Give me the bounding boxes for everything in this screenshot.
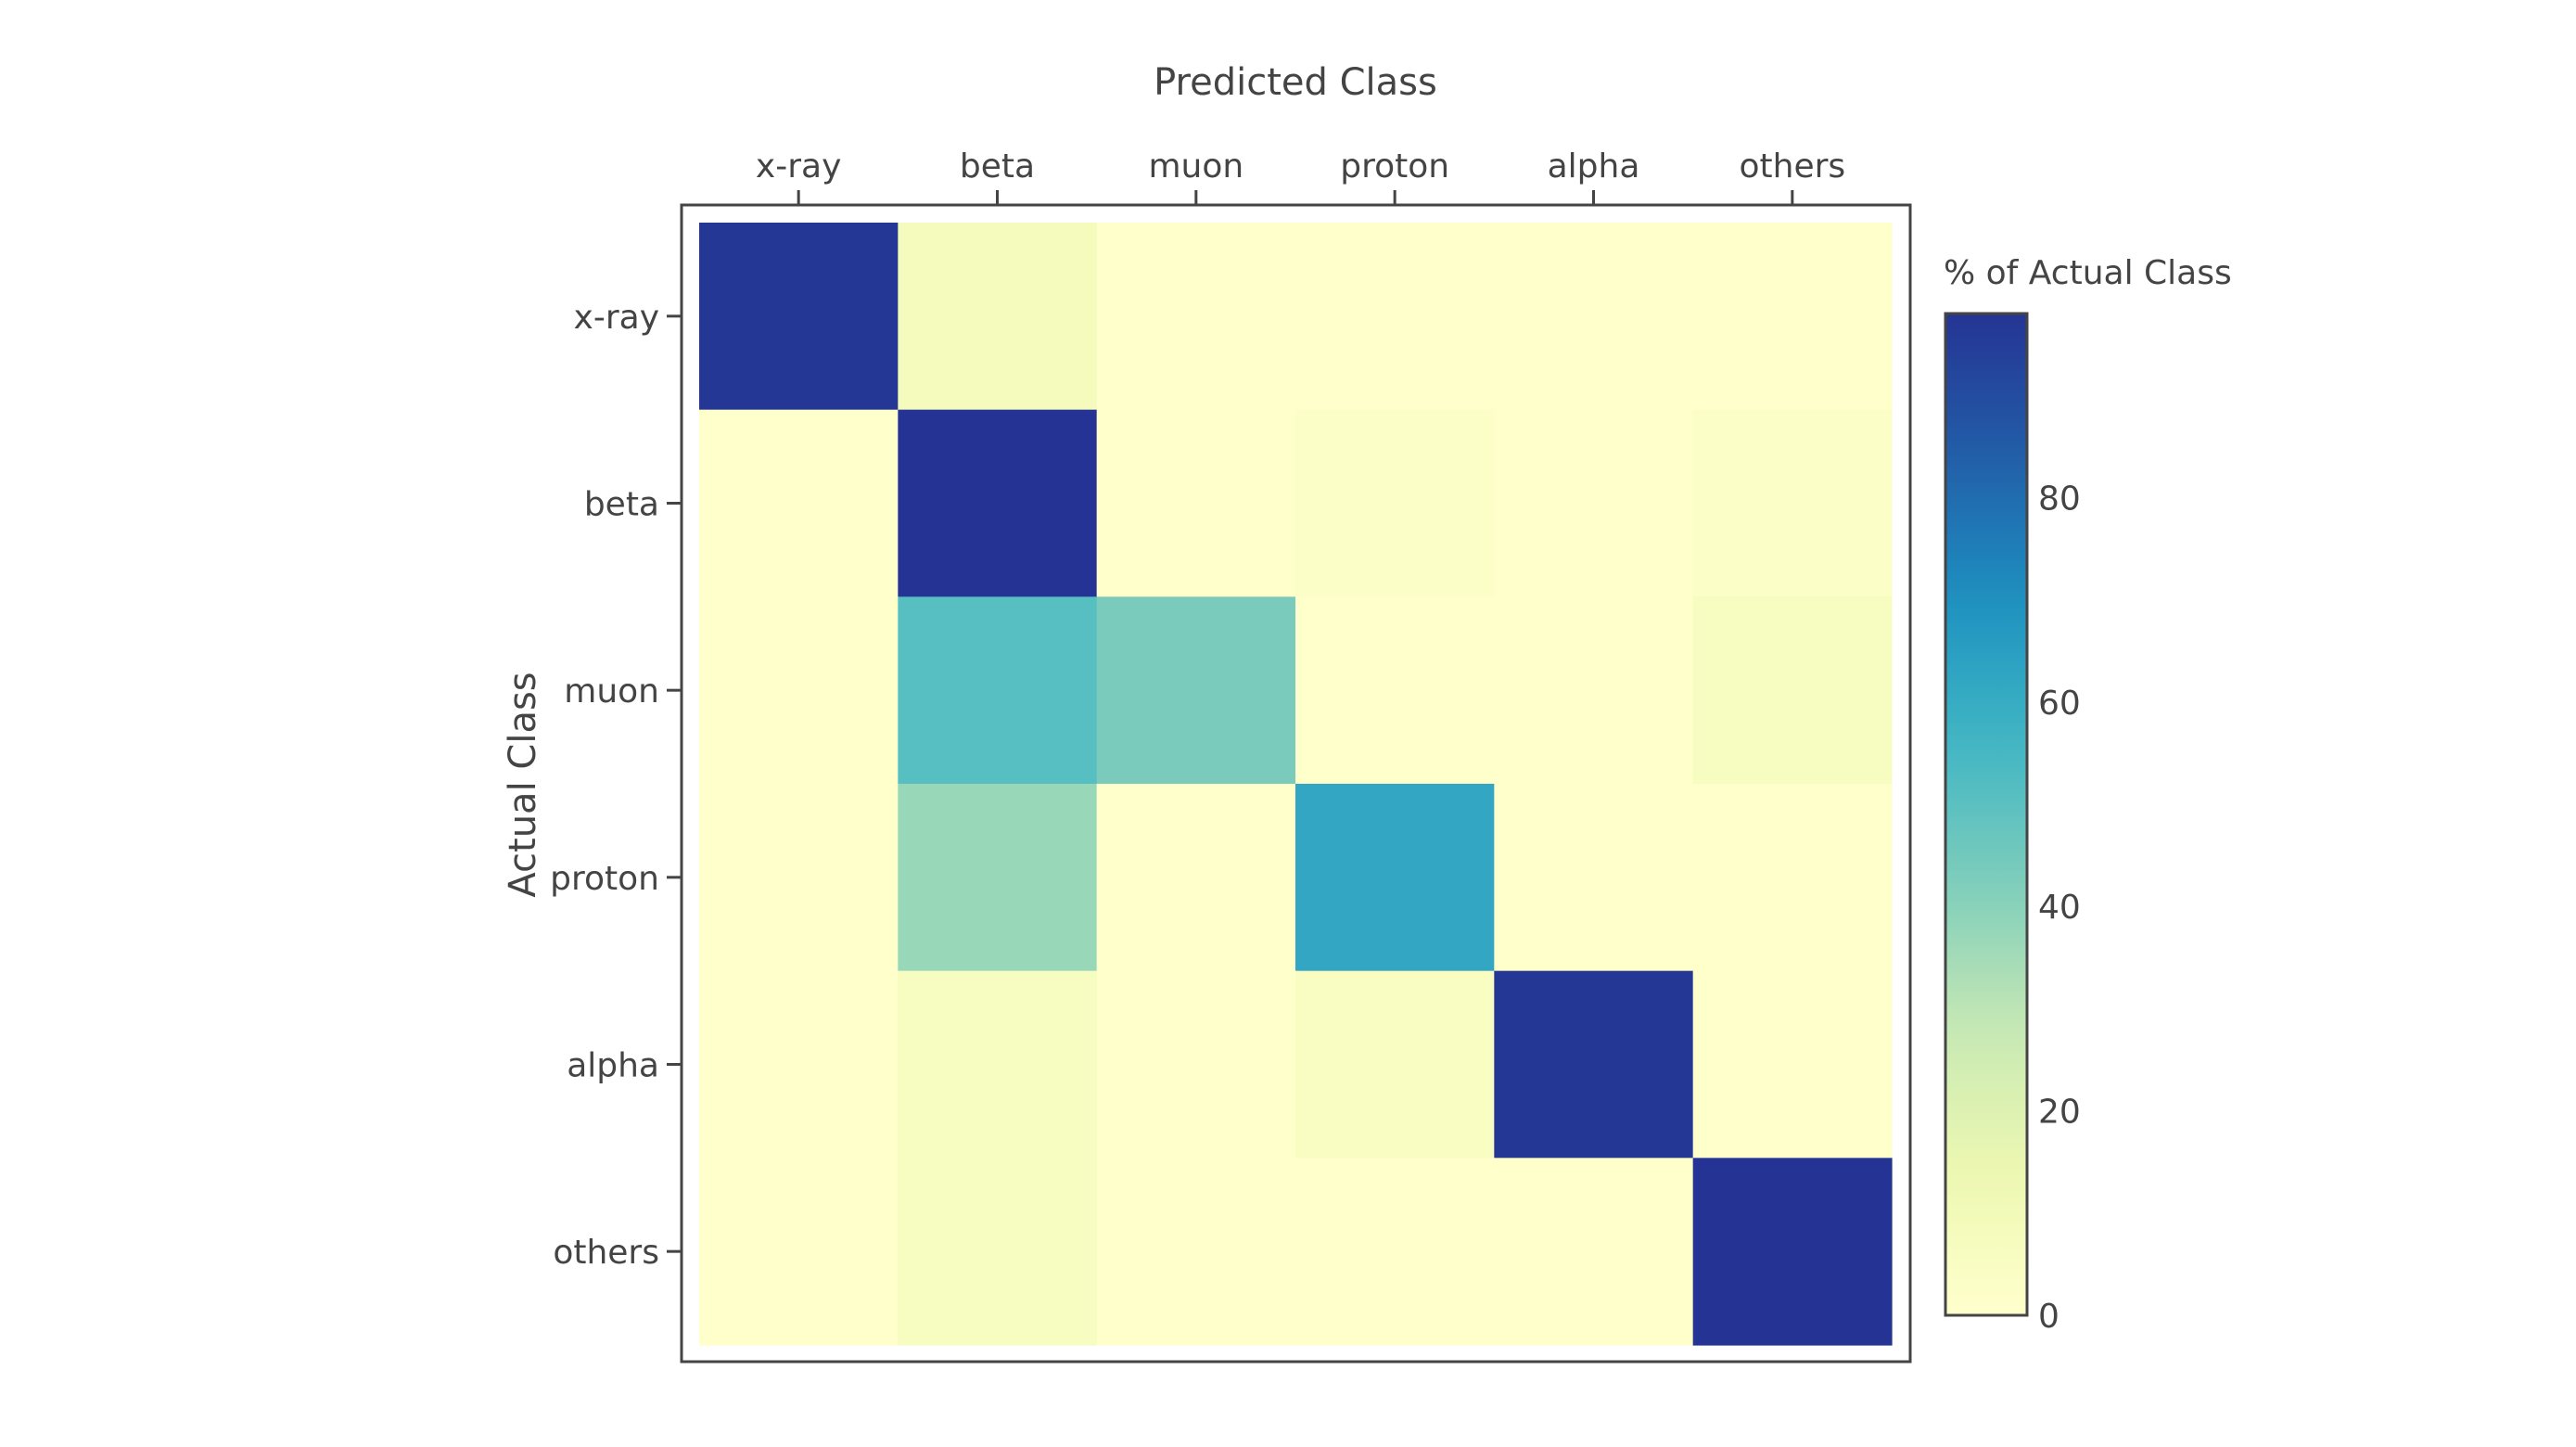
heatmap-cell	[1096, 596, 1296, 785]
heatmap-cell	[1494, 223, 1694, 411]
y-axis-ticks: x-ray beta muon proton alpha others	[550, 299, 682, 1272]
heatmap-cell	[1494, 409, 1694, 597]
heatmap-cell	[699, 409, 899, 597]
heatmap-cell	[699, 970, 899, 1159]
heatmap-cell	[1692, 970, 1893, 1159]
y-tick-label: others	[553, 1234, 659, 1272]
colorbar-tick-label: 20	[2038, 1094, 2081, 1132]
heatmap-cell	[1096, 409, 1296, 597]
colorbar-title: % of Actual Class	[1944, 254, 2232, 292]
plot-frame	[680, 203, 1912, 1364]
heatmap-cell	[1295, 970, 1495, 1159]
x-tick-label: beta	[960, 147, 1035, 186]
heatmap-cell	[1494, 596, 1694, 785]
colorbar-tick-label: 60	[2038, 685, 2081, 723]
heatmap-cell	[1096, 784, 1296, 972]
y-axis-title: Actual Class	[502, 672, 544, 897]
heatmap-cell	[1692, 784, 1893, 972]
heatmap-cell	[1295, 223, 1495, 411]
colorbar	[1944, 312, 2029, 1317]
x-tick-label: proton	[1340, 147, 1449, 186]
x-axis-ticks: x-ray beta muon proton alpha others	[756, 147, 1845, 205]
heatmap-cell	[699, 1158, 899, 1346]
heatmap-cell	[1494, 1158, 1694, 1346]
heatmap-cell	[898, 223, 1098, 411]
x-tick-label: others	[1739, 147, 1845, 186]
y-tick-label: x-ray	[574, 299, 659, 337]
y-tick-label: beta	[584, 486, 659, 524]
heatmap-cell	[1295, 409, 1495, 597]
heatmap-cell	[699, 784, 899, 972]
heatmap-cell	[699, 223, 899, 411]
x-tick-label: muon	[1148, 147, 1243, 186]
heatmap-cell	[1295, 1158, 1495, 1346]
heatmap-cell	[699, 596, 899, 785]
heatmap-cell	[898, 596, 1098, 785]
y-tick-label: proton	[550, 860, 659, 898]
y-tick-label: muon	[564, 672, 659, 711]
chart-title: Predicted Class	[1154, 61, 1437, 104]
colorbar-tick-label: 40	[2038, 889, 2081, 927]
heatmap-cell	[898, 970, 1098, 1159]
heatmap-cell	[1295, 784, 1495, 972]
heatmap-cell	[1692, 596, 1893, 785]
x-tick-label: x-ray	[756, 147, 841, 186]
heatmap-cell	[1096, 1158, 1296, 1346]
heatmap-cell	[1295, 596, 1495, 785]
heatmap-cell	[1692, 1158, 1893, 1346]
colorbar-tick-label: 80	[2038, 480, 2081, 518]
heatmap-cell	[898, 409, 1098, 597]
heatmap-cell	[898, 1158, 1098, 1346]
heatmap-cell	[1692, 409, 1893, 597]
heatmap-cell	[1096, 223, 1296, 411]
y-tick-label: alpha	[567, 1047, 659, 1085]
heatmap-cell	[1692, 223, 1893, 411]
heatmap-cell	[1096, 970, 1296, 1159]
heatmap-cell	[1494, 784, 1694, 972]
x-tick-label: alpha	[1548, 147, 1640, 186]
heatmap-cells	[699, 223, 1893, 1346]
colorbar-tick-label: 0	[2038, 1298, 2060, 1336]
heatmap-cell	[898, 784, 1098, 972]
heatmap-cell	[1494, 970, 1694, 1159]
colorbar-ticks: 0 20 40 60 80	[2038, 480, 2081, 1336]
